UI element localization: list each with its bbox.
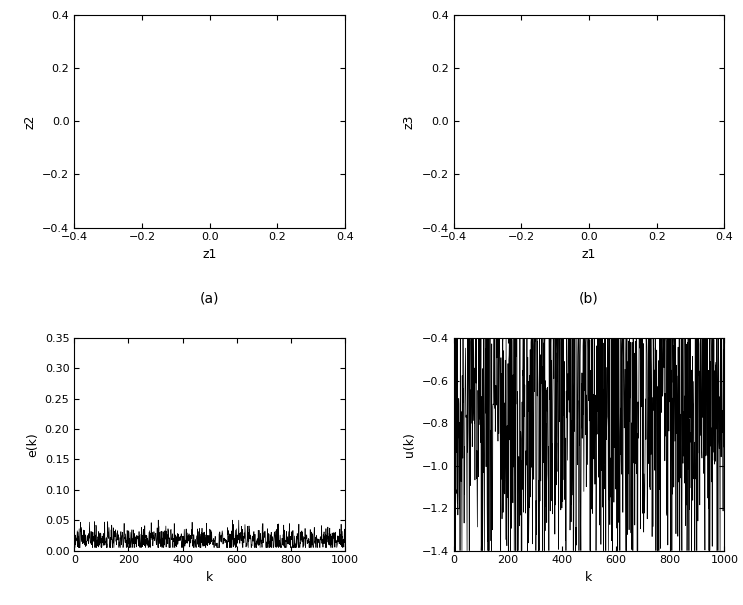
Y-axis label: u(k): u(k) <box>403 432 416 457</box>
Text: (b): (b) <box>579 292 599 306</box>
X-axis label: z1: z1 <box>203 248 217 261</box>
Text: (a): (a) <box>200 292 219 306</box>
X-axis label: k: k <box>206 571 213 584</box>
X-axis label: z1: z1 <box>582 248 596 261</box>
Y-axis label: z3: z3 <box>403 114 416 128</box>
Y-axis label: e(k): e(k) <box>26 432 39 457</box>
Y-axis label: z2: z2 <box>24 114 36 128</box>
X-axis label: k: k <box>585 571 593 584</box>
